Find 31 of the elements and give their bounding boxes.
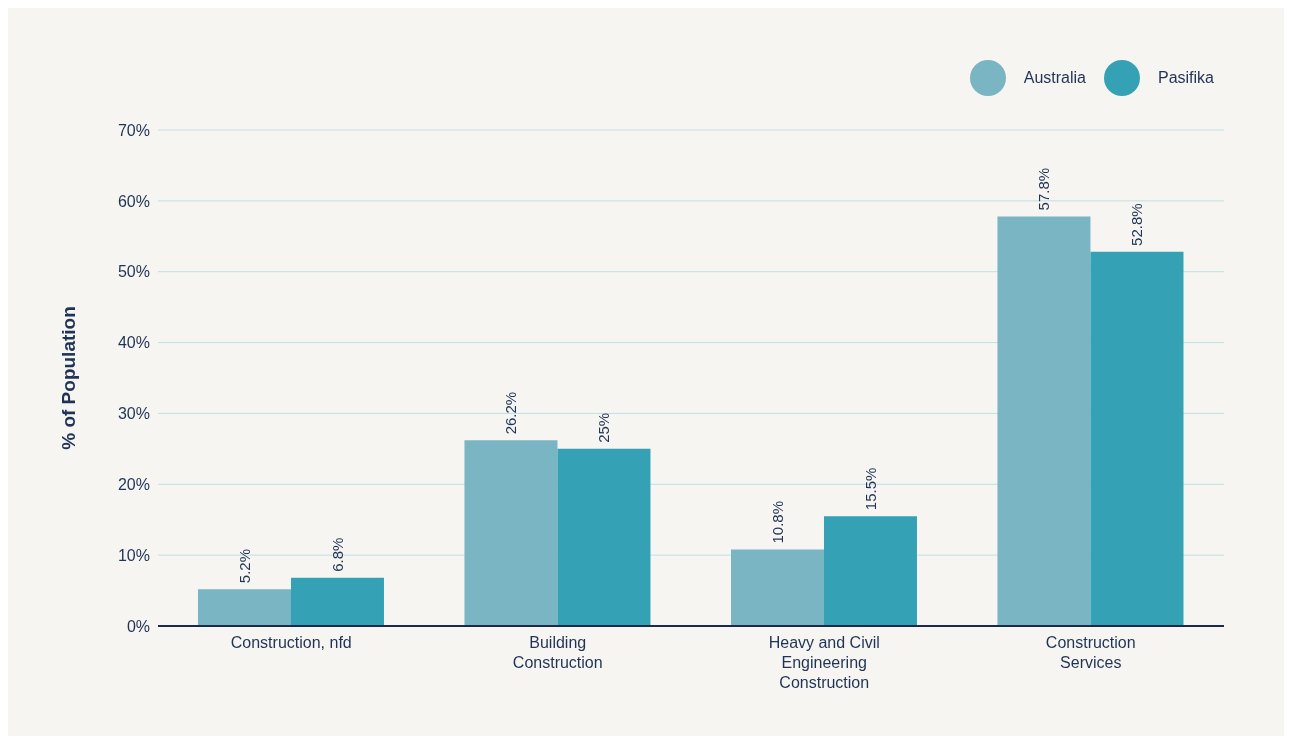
data-label: 26.2% xyxy=(502,391,520,435)
bar xyxy=(1090,251,1184,626)
data-label: 5.2% xyxy=(235,548,253,584)
x-tick-label: Construction Services xyxy=(1045,634,1136,671)
bar xyxy=(823,516,917,626)
y-tick-label: 20% xyxy=(117,475,150,493)
bar xyxy=(290,577,384,626)
bar xyxy=(730,549,824,626)
y-tick-label: 30% xyxy=(117,405,150,423)
bar xyxy=(197,589,291,626)
data-label: 25% xyxy=(595,412,613,443)
legend-label: Australia xyxy=(1023,69,1086,87)
bar xyxy=(557,448,651,626)
y-tick-label: 0% xyxy=(126,617,150,635)
x-tick-label: Building Construction xyxy=(512,634,603,671)
y-axis-title: % of Population xyxy=(57,306,79,450)
data-label: 52.8% xyxy=(1128,203,1146,246)
data-label: 57.8% xyxy=(1035,167,1053,211)
y-tick-label: 50% xyxy=(117,263,150,281)
y-tick-label: 10% xyxy=(117,546,150,564)
data-label: 10.8% xyxy=(768,500,786,544)
data-label: 15.5% xyxy=(861,467,879,511)
data-label: 6.8% xyxy=(328,537,346,572)
y-tick-label: 70% xyxy=(117,121,150,139)
y-tick-label: 40% xyxy=(117,334,150,352)
bar xyxy=(997,216,1091,626)
x-tick-label: Construction, nfd xyxy=(230,634,352,651)
bar xyxy=(464,440,558,626)
x-tick-label: Heavy and Civil Engineering Construction xyxy=(768,634,880,691)
legend-label: Pasifika xyxy=(1157,69,1214,87)
y-tick-label: 60% xyxy=(117,192,150,210)
